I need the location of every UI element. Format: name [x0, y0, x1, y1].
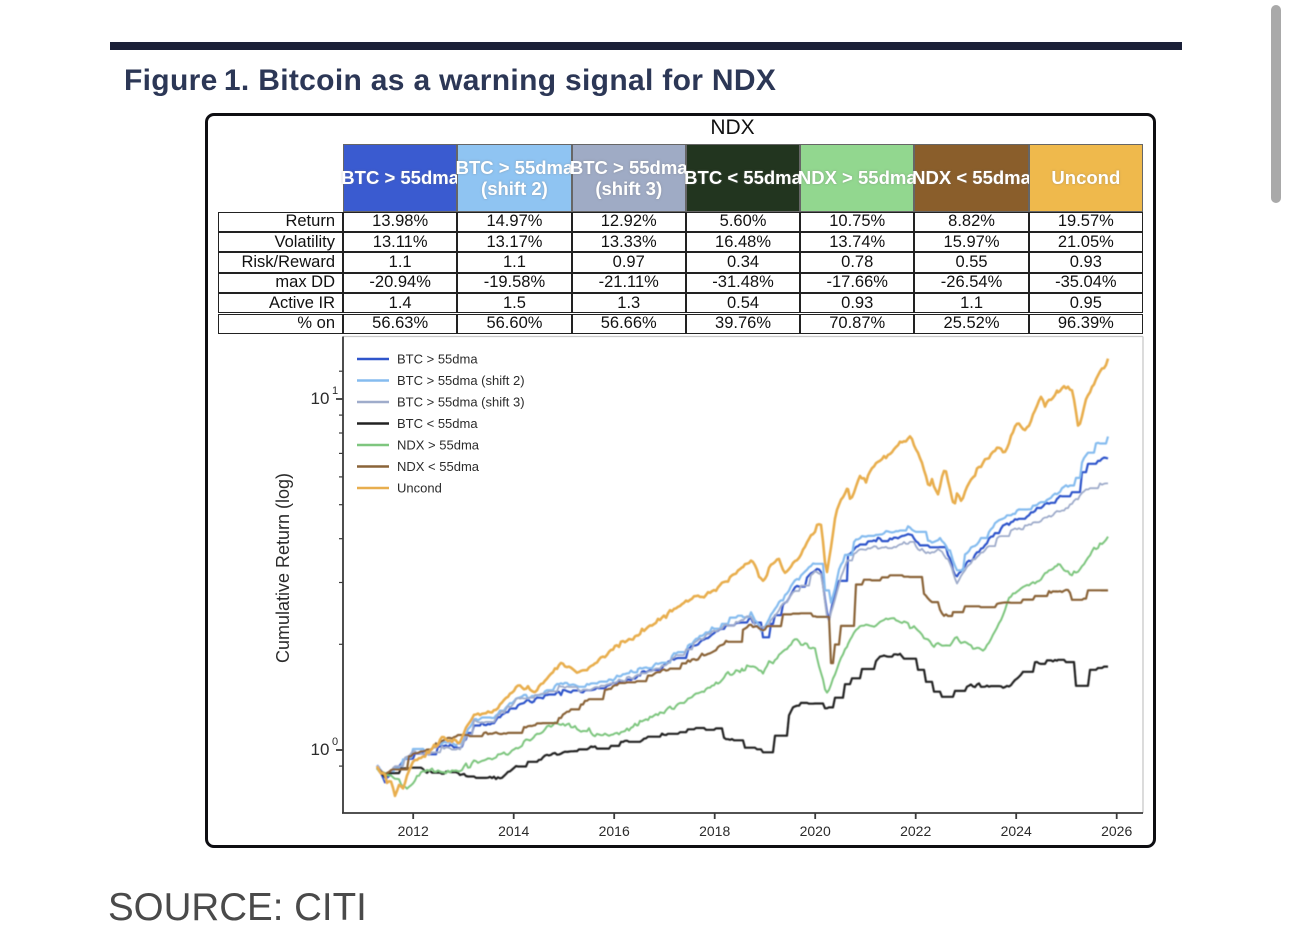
svg-text:Uncond: Uncond — [397, 481, 442, 496]
svg-text:1: 1 — [332, 385, 338, 397]
svg-text:2014: 2014 — [498, 823, 529, 839]
svg-text:Cumulative Return (log): Cumulative Return (log) — [273, 473, 293, 663]
svg-text:2020: 2020 — [800, 823, 831, 839]
svg-text:10: 10 — [311, 740, 330, 759]
svg-text:2024: 2024 — [1001, 823, 1032, 839]
svg-text:10: 10 — [311, 389, 330, 408]
svg-text:0: 0 — [332, 736, 338, 748]
svg-text:BTC < 55dma: BTC < 55dma — [397, 416, 478, 431]
svg-text:2018: 2018 — [699, 823, 730, 839]
svg-text:2016: 2016 — [599, 823, 630, 839]
svg-text:BTC > 55dma (shift 3): BTC > 55dma (shift 3) — [397, 395, 525, 410]
svg-text:NDX > 55dma: NDX > 55dma — [397, 438, 480, 453]
svg-text:2012: 2012 — [398, 823, 429, 839]
svg-text:BTC > 55dma: BTC > 55dma — [397, 352, 478, 367]
svg-text:2026: 2026 — [1101, 823, 1132, 839]
svg-text:NDX < 55dma: NDX < 55dma — [397, 459, 480, 474]
svg-text:BTC > 55dma (shift 2): BTC > 55dma (shift 2) — [397, 373, 525, 388]
svg-text:2022: 2022 — [900, 823, 931, 839]
